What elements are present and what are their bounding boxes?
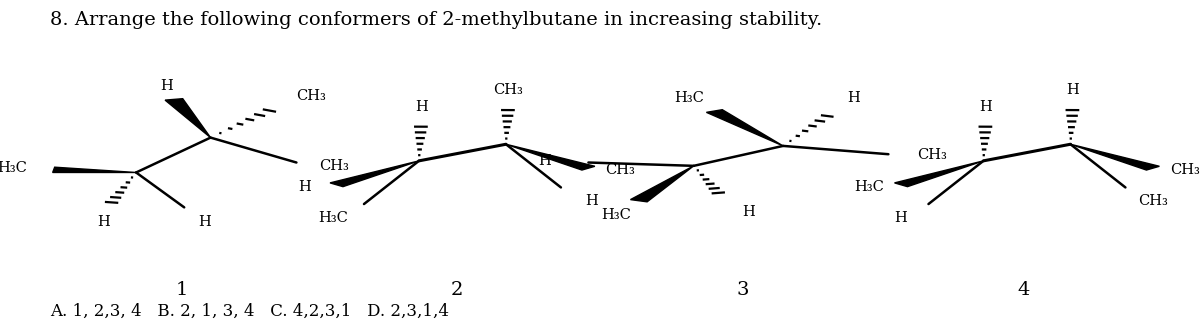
Text: CH₃: CH₃ [319, 159, 349, 173]
Text: 1: 1 [175, 281, 188, 299]
Text: CH₃: CH₃ [1138, 194, 1168, 208]
Polygon shape [630, 166, 694, 202]
Text: H₃C: H₃C [854, 180, 884, 194]
Text: H: H [743, 205, 755, 219]
Polygon shape [707, 110, 784, 146]
Text: H₃C: H₃C [0, 161, 28, 176]
Text: H: H [979, 100, 992, 114]
Polygon shape [53, 167, 136, 173]
Text: A. 1, 2,3, 4   B. 2, 1, 3, 4   C. 4,2,3,1   D. 2,3,1,4: A. 1, 2,3, 4 B. 2, 1, 3, 4 C. 4,2,3,1 D.… [50, 303, 449, 320]
Polygon shape [894, 161, 984, 187]
Text: H₃C: H₃C [674, 91, 704, 105]
Text: H: H [298, 180, 311, 194]
Text: 4: 4 [1018, 281, 1030, 299]
Polygon shape [506, 144, 595, 170]
Text: H: H [415, 100, 427, 114]
Polygon shape [330, 161, 419, 187]
Text: H: H [1067, 83, 1079, 97]
Text: H: H [895, 211, 907, 225]
Text: H: H [161, 79, 174, 93]
Text: H₃C: H₃C [601, 208, 631, 222]
Text: 3: 3 [737, 281, 749, 299]
Polygon shape [166, 99, 210, 138]
Polygon shape [1070, 144, 1159, 170]
Text: CH₃: CH₃ [493, 83, 523, 97]
Text: H: H [198, 215, 211, 229]
Text: CH₃: CH₃ [296, 89, 326, 103]
Text: CH₃: CH₃ [606, 163, 636, 177]
Text: 8. Arrange the following conformers of 2-methylbutane in increasing stability.: 8. Arrange the following conformers of 2… [50, 11, 822, 29]
Text: H: H [539, 154, 551, 168]
Text: 2: 2 [450, 281, 463, 299]
Text: H₃C: H₃C [318, 211, 348, 225]
Text: H: H [97, 215, 110, 229]
Text: H: H [586, 194, 599, 208]
Text: CH₃: CH₃ [1170, 163, 1200, 177]
Text: H: H [847, 91, 860, 105]
Text: CH₃: CH₃ [917, 148, 947, 162]
